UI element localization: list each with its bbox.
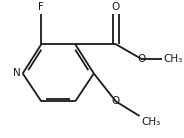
Text: CH₃: CH₃ [163,54,182,64]
Text: N: N [13,68,21,79]
Text: O: O [112,2,120,12]
Text: F: F [38,2,44,12]
Text: CH₃: CH₃ [141,117,160,127]
Text: O: O [112,96,120,106]
Text: O: O [137,54,145,64]
